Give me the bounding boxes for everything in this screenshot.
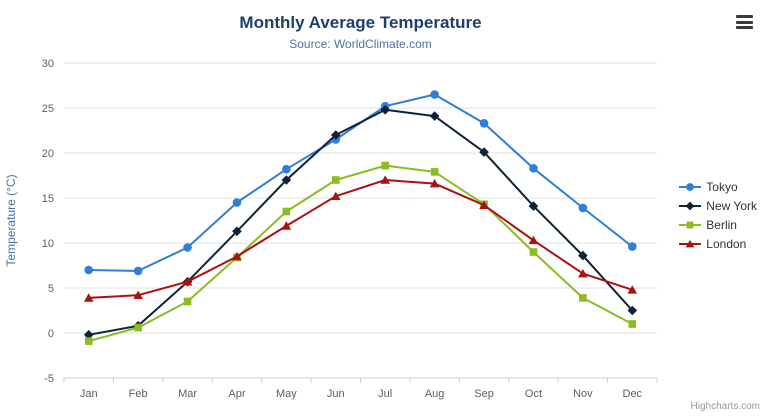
svg-text:Nov: Nov xyxy=(573,388,593,400)
legend-item-london[interactable]: London xyxy=(679,237,757,251)
svg-text:Apr: Apr xyxy=(228,388,245,400)
svg-text:Dec: Dec xyxy=(623,388,643,400)
svg-text:Jul: Jul xyxy=(378,388,392,400)
legend-label: London xyxy=(706,237,747,251)
svg-text:Jun: Jun xyxy=(327,388,345,400)
svg-text:0: 0 xyxy=(48,328,54,340)
chart-subtitle: Source: WorldClimate.com xyxy=(289,37,432,51)
legend-label: Berlin xyxy=(706,218,737,232)
legend-item-new-york[interactable]: New York xyxy=(679,199,757,213)
hamburger-bar xyxy=(736,15,753,18)
legend-label: Tokyo xyxy=(706,180,738,194)
legend-label: New York xyxy=(706,199,757,213)
diamond-marker-icon xyxy=(679,201,702,211)
hamburger-menu-icon[interactable] xyxy=(736,15,753,29)
legend-item-tokyo[interactable]: Tokyo xyxy=(679,180,757,194)
svg-text:May: May xyxy=(276,388,297,400)
highcharts-credit[interactable]: Highcharts.com xyxy=(690,401,760,412)
square-marker-icon xyxy=(679,221,702,229)
svg-text:5: 5 xyxy=(48,283,54,295)
svg-text:30: 30 xyxy=(42,58,54,70)
triangle-marker-icon xyxy=(679,239,702,248)
svg-text:-5: -5 xyxy=(44,373,54,385)
svg-text:Sep: Sep xyxy=(474,388,494,400)
svg-text:20: 20 xyxy=(42,148,54,160)
hamburger-bar xyxy=(736,26,753,29)
svg-text:Aug: Aug xyxy=(425,388,445,400)
svg-text:15: 15 xyxy=(42,193,54,205)
svg-text:Temperature (°C): Temperature (°C) xyxy=(4,174,18,266)
svg-text:Jan: Jan xyxy=(80,388,98,400)
chart-title: Monthly Average Temperature xyxy=(239,13,482,32)
legend-item-berlin[interactable]: Berlin xyxy=(679,218,757,232)
svg-text:Feb: Feb xyxy=(129,388,148,400)
hamburger-bar xyxy=(736,20,753,24)
circle-marker-icon xyxy=(679,183,702,191)
svg-text:Mar: Mar xyxy=(178,388,197,400)
svg-text:10: 10 xyxy=(42,238,54,250)
legend: Tokyo New York Berlin London xyxy=(679,180,757,251)
svg-text:25: 25 xyxy=(42,103,54,115)
svg-text:Oct: Oct xyxy=(525,388,542,400)
